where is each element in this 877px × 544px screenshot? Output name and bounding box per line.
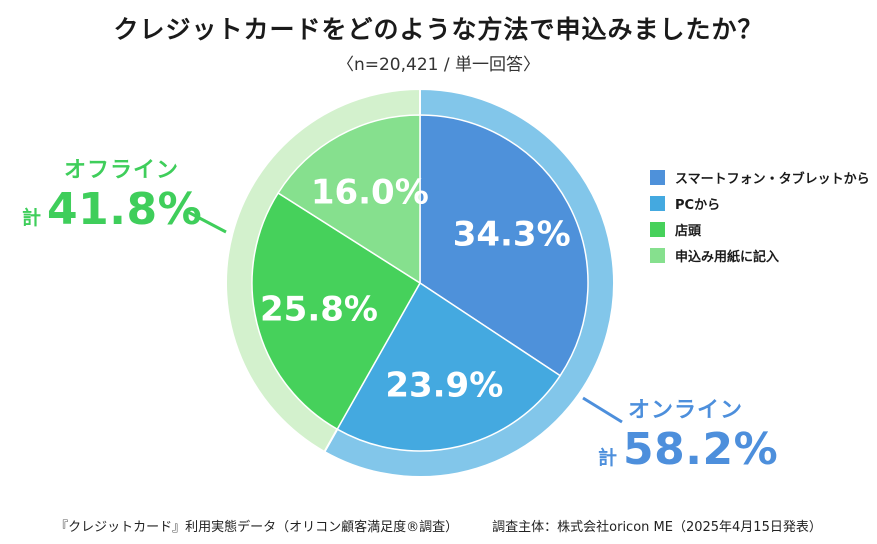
footer-source: 『クレジットカード』利用実態データ（オリコン顧客満足度®調査） (55, 520, 459, 535)
legend-item-paper-form: 申込み用紙に記入 (650, 246, 870, 265)
legend-item-store: 店頭 (650, 220, 870, 239)
online-group-total: 計 58.2% (598, 424, 778, 475)
slice-paper-form-label: 16.0% (311, 173, 429, 213)
legend: スマートフォン・タブレットから PCから 店頭 申込み用紙に記入 (650, 168, 870, 272)
offline-group-total: 計 41.8% (22, 184, 202, 235)
footer: 『クレジットカード』利用実態データ（オリコン顧客満足度®調査） 調査主体：株式会社… (0, 516, 877, 535)
chart-subtitle: 〈n=20,421 / 単一回答〉 (336, 55, 541, 75)
footer-survey: 調査主体：株式会社oricon ME（2025年4月15日発表） (492, 520, 822, 535)
online-total-value: 58.2% (623, 424, 779, 475)
offline-leader-line (187, 210, 227, 234)
offline-group-name: オフライン (64, 158, 180, 183)
online-total-prefix: 計 (598, 447, 618, 469)
legend-label-pc: PCから (675, 198, 721, 213)
legend-item-pc: PCから (650, 194, 870, 213)
legend-label-paper-form: 申込み用紙に記入 (675, 250, 780, 265)
slice-smartphone-label: 34.3% (453, 215, 571, 255)
slice-pc (336, 281, 562, 452)
slice-paper-form (277, 114, 421, 285)
slice-pc-label: 23.9% (385, 365, 503, 405)
slice-store-label: 25.8% (260, 289, 378, 329)
offline-total-prefix: 計 (22, 207, 42, 229)
offline-group-label: オフライン 計 41.8% (22, 152, 202, 235)
slice-store (251, 191, 422, 431)
legend-swatch-store (650, 222, 665, 237)
chart-title: クレジットカードをどのような方法で申込みましたか？ (113, 15, 764, 44)
offline-total-value: 41.8% (47, 184, 203, 235)
online-group-name: オンライン (628, 398, 744, 423)
legend-item-smartphone: スマートフォン・タブレットから (650, 168, 870, 187)
online-leader-line (582, 396, 623, 424)
legend-swatch-pc (650, 196, 665, 211)
legend-label-smartphone: スマートフォン・タブレットから (675, 172, 870, 187)
legend-swatch-smartphone (650, 170, 665, 185)
legend-swatch-paper-form (650, 248, 665, 263)
legend-label-store: 店頭 (675, 224, 702, 239)
online-group-label: オンライン 計 58.2% (598, 392, 778, 475)
